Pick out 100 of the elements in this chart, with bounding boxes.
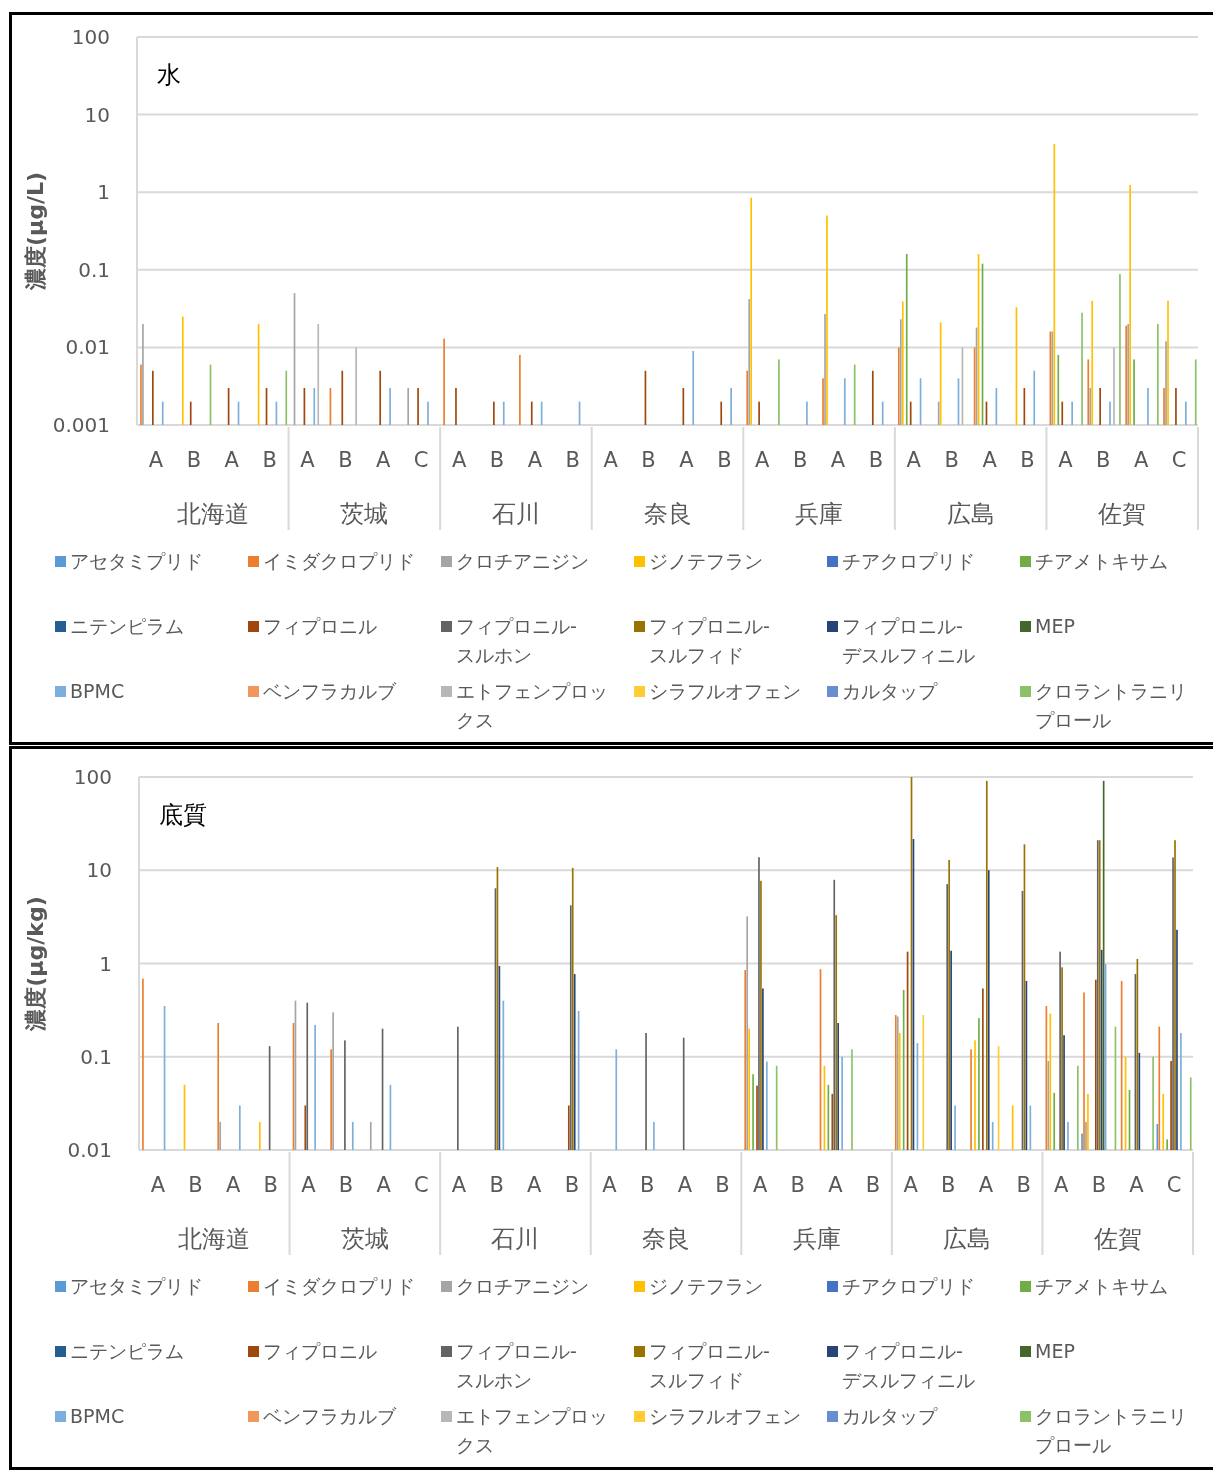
legend-label: フィプロニル-スルホン	[456, 614, 578, 668]
text: 兵庫	[795, 500, 844, 528]
x-tick-label: B	[338, 1173, 354, 1197]
x-tick-label: B	[186, 448, 202, 472]
y-tick-label: 0.01	[67, 1138, 112, 1162]
legend-label: クロラントラニリプロール	[1035, 679, 1188, 733]
x-tick-label: B	[865, 1173, 881, 1197]
text: 茨城	[340, 500, 389, 528]
text: 茨城	[340, 1225, 389, 1253]
x-tick-label: A	[982, 448, 998, 472]
x-tick-label: A	[828, 1173, 844, 1197]
y-tick-label: 0.01	[65, 335, 110, 360]
x-tick-label: A	[1058, 448, 1074, 472]
text: 佐賀	[1093, 1225, 1142, 1253]
text: 底質	[159, 801, 207, 829]
legend-label: フィプロニル-スルフィド	[649, 614, 771, 668]
legend-label: エトフェンプロックス	[456, 679, 609, 733]
legend-label: ジノテフラン	[649, 549, 764, 574]
legend-label: フィプロニル-デスルフィニル	[842, 614, 976, 668]
y-tick-label: 0.1	[80, 1044, 112, 1069]
legend-label: カルタップ	[842, 679, 939, 704]
legend-label: ニテンピラム	[70, 1339, 185, 1364]
text: 奈良	[643, 500, 692, 528]
x-tick-label: A	[301, 1173, 317, 1197]
x-tick-label: A	[679, 448, 695, 472]
text: 水	[157, 61, 181, 89]
y-tick-label: 10	[86, 858, 112, 883]
text: 広島	[943, 1225, 992, 1253]
x-tick-label: B	[1096, 448, 1111, 472]
x-tick-label: A	[224, 448, 240, 472]
x-tick-label: B	[717, 448, 732, 472]
legend-label: チアメトキサム	[1035, 1274, 1169, 1299]
legend-label: フィプロニル	[263, 1339, 378, 1364]
x-tick-label: B	[565, 448, 580, 472]
legend-label: フィプロニル-スルフィド	[649, 1339, 771, 1393]
x-tick-label: B	[941, 1173, 956, 1197]
y-tick-label: 1	[99, 951, 112, 976]
x-tick-label: A	[677, 1173, 693, 1197]
x-tick-label: B	[641, 448, 656, 472]
legend-label: MEP	[1035, 1339, 1076, 1364]
legend-label: カルタップ	[842, 1404, 939, 1429]
x-tick-label: A	[906, 448, 922, 472]
text: 兵庫	[792, 1225, 841, 1253]
legend-label: チアクロプリド	[842, 549, 976, 574]
x-tick-label: B	[263, 1173, 278, 1197]
x-tick-label: A	[148, 448, 164, 472]
x-tick-label: C	[413, 1173, 429, 1197]
y-tick-label: 0.1	[78, 257, 110, 282]
text: 広島	[946, 500, 995, 528]
x-tick-label: A	[1054, 1173, 1070, 1197]
legend-label: アセタミプリド	[70, 549, 204, 574]
y-axis-title: 濃度(μg/kg)	[23, 896, 48, 1032]
text: 石川	[491, 1225, 540, 1253]
x-tick-label: B	[868, 448, 884, 472]
x-tick-label: C	[1166, 1173, 1182, 1197]
legend-label: チアメトキサム	[1035, 549, 1169, 574]
text: 北海道	[176, 500, 249, 528]
x-tick-label: A	[603, 448, 619, 472]
text: 北海道	[178, 1225, 251, 1253]
text: 石川	[491, 500, 540, 528]
legend-label: ベンフラカルブ	[263, 1404, 397, 1429]
x-tick-label: A	[376, 1173, 392, 1197]
x-tick-label: B	[639, 1173, 655, 1197]
x-tick-label: A	[903, 1173, 919, 1197]
x-tick-label: B	[715, 1173, 730, 1197]
x-tick-label: B	[188, 1173, 203, 1197]
legend-label: エトフェンプロックス	[456, 1404, 609, 1458]
x-tick-label: A	[150, 1173, 166, 1197]
x-tick-label: A	[376, 448, 392, 472]
x-tick-label: B	[564, 1173, 580, 1197]
x-tick-label: A	[300, 448, 316, 472]
x-tick-label: B	[790, 1173, 805, 1197]
x-tick-label: A	[451, 448, 467, 472]
x-tick-label: B	[262, 448, 277, 472]
x-tick-label: B	[489, 448, 505, 472]
legend-label: MEP	[1035, 614, 1076, 639]
legend-label: チアクロプリド	[842, 1274, 976, 1299]
x-tick-label: A	[755, 448, 771, 472]
x-tick-label: A	[1133, 448, 1149, 472]
x-tick-label: A	[602, 1173, 618, 1197]
legend-label: イミダクロプリド	[263, 549, 416, 574]
y-tick-label: 100	[73, 765, 112, 789]
y-axis-title: 濃度(μg/L)	[23, 171, 48, 292]
x-tick-label: B	[1016, 1173, 1031, 1197]
x-tick-label: A	[225, 1173, 241, 1197]
y-tick-label: 10	[84, 102, 110, 127]
y-tick-label: 1	[97, 180, 110, 205]
text: 奈良	[642, 1225, 690, 1253]
x-tick-label: B	[489, 1173, 504, 1197]
legend-label: ニテンピラム	[70, 614, 185, 639]
legend-label: フィプロニル-スルホン	[456, 1339, 578, 1393]
x-tick-label: A	[830, 448, 846, 472]
legend-label: シラフルオフェン	[649, 1404, 802, 1429]
x-tick-label: B	[1091, 1173, 1107, 1197]
x-tick-label: A	[527, 448, 543, 472]
x-tick-label: C	[1171, 448, 1187, 472]
legend-label: シラフルオフェン	[649, 679, 802, 704]
y-tick-label: 100	[71, 25, 110, 49]
legend-label: フィプロニル	[263, 614, 378, 639]
legend-label: BPMC	[70, 679, 126, 704]
